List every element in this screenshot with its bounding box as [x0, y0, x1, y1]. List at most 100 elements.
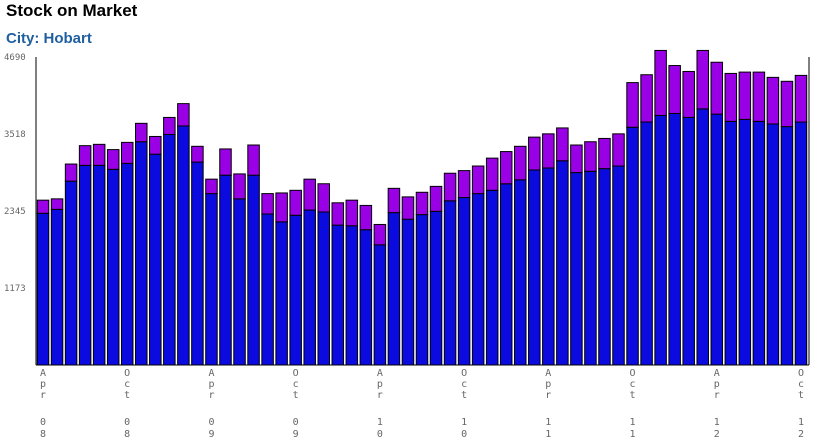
bar-segment-top: [598, 137, 611, 170]
bar-segment-base: [177, 125, 190, 366]
bar-segment-top: [247, 144, 260, 176]
x-tick-year-char: 1: [798, 417, 804, 428]
y-axis-ticks: 1173 2345 3518 4690: [4, 53, 26, 294]
bar-segment-base: [485, 189, 499, 366]
bar-segment-base: [556, 160, 569, 366]
bar-segment-top: [654, 49, 667, 116]
bar-segment-base: [682, 116, 695, 366]
bar-segment-top: [738, 71, 752, 120]
y-tick-label: 1173: [4, 284, 26, 294]
bar-segment-base: [219, 174, 232, 366]
bar-segment-base: [514, 179, 527, 366]
x-tick-month-char: A: [377, 368, 383, 379]
x-tick-month-char: A: [714, 368, 720, 379]
bar-segment-top: [373, 223, 387, 246]
x-tick-month-char: O: [798, 368, 804, 379]
bar-segment-base: [626, 126, 639, 366]
x-tick-year-char: 0: [293, 417, 299, 428]
x-tick-label: Apr 11: [545, 368, 551, 440]
x-tick-month-char: O: [293, 368, 299, 379]
bar-segment-base: [78, 164, 92, 366]
bar-segment-top: [415, 191, 429, 216]
x-tick-year-char: 9: [208, 429, 214, 440]
x-tick-label: Apr 10: [377, 368, 383, 440]
y-tick-label: 2345: [4, 207, 26, 217]
bar-segment-top: [219, 148, 232, 176]
bar-segment-top: [359, 204, 373, 231]
bar-segment-top: [191, 145, 204, 163]
x-tick-year-char: 2: [714, 429, 720, 440]
x-tick-month-char: t: [629, 390, 635, 401]
bar-segment-top: [766, 76, 780, 125]
bar-segment-top: [696, 49, 709, 110]
bar-segment-top: [135, 122, 148, 143]
bar-segment-top: [528, 136, 541, 171]
x-tick-month-char: c: [629, 379, 635, 390]
bar-segment-top: [752, 71, 766, 122]
bar-segment-top: [331, 202, 345, 226]
bar-segment-top: [106, 149, 120, 170]
x-tick-month-char: A: [208, 368, 214, 379]
x-tick-year-char: 2: [798, 429, 804, 440]
x-tick-year-char: 1: [545, 417, 551, 428]
bar-segment-base: [261, 213, 274, 366]
x-tick-label: Oct 10: [461, 368, 467, 440]
bar-segment-base: [542, 167, 555, 366]
bar-segment-base: [401, 218, 415, 366]
bar-segment-top: [612, 133, 625, 167]
x-tick-year-char: 8: [40, 429, 46, 440]
bar-segment-base: [738, 118, 752, 366]
bar-segment-top: [64, 163, 78, 182]
x-tick-month-char: r: [40, 390, 46, 401]
x-tick-label: Apr 09: [208, 368, 214, 440]
x-tick-year-char: 0: [40, 417, 46, 428]
bar-segment-top: [584, 141, 597, 172]
bar-segment-base: [64, 180, 78, 366]
x-tick-year-char: 9: [293, 429, 299, 440]
x-tick-year-char: 0: [208, 417, 214, 428]
x-tick-label: Apr 12: [714, 368, 720, 440]
bar-segment-top: [626, 82, 639, 128]
x-tick-label: Apr 08: [40, 368, 46, 440]
bar-segment-top: [345, 199, 359, 227]
bar-segment-base: [205, 193, 218, 366]
x-tick-month-char: t: [124, 390, 130, 401]
bar-segment-top: [149, 135, 162, 155]
bar-segment-base: [612, 165, 625, 366]
bar-segment-top: [177, 103, 190, 127]
x-tick-month-char: t: [461, 390, 467, 401]
bar-segment-base: [359, 229, 373, 366]
x-tick-year-char: 1: [629, 417, 635, 428]
x-tick-label: Oct 12: [798, 368, 804, 440]
x-tick-month-char: r: [377, 390, 383, 401]
x-tick-month-char: r: [545, 390, 551, 401]
x-tick-year-char: 1: [629, 429, 635, 440]
bar-segment-top: [724, 72, 738, 122]
bar-segment-top: [163, 116, 176, 135]
bar-segment-top: [275, 192, 288, 223]
bar-segment-top: [457, 170, 471, 199]
bar-segment-top: [36, 199, 50, 214]
x-tick-year-char: 0: [124, 417, 130, 428]
bar-segment-base: [696, 108, 709, 366]
bar-segment-base: [443, 200, 457, 366]
bar-segment-top: [50, 198, 64, 210]
bar-segment-base: [373, 244, 387, 366]
x-tick-month-char: A: [40, 368, 46, 379]
x-tick-month-char: O: [461, 368, 467, 379]
bar-segment-base: [598, 168, 611, 366]
bar-segment-base: [794, 121, 808, 366]
x-tick-year-char: 0: [377, 429, 383, 440]
bar-segment-top: [471, 165, 485, 195]
bar-segment-top: [205, 178, 218, 195]
x-tick-month-char: t: [293, 390, 299, 401]
bar-segment-base: [233, 198, 246, 366]
bar-segment-base: [50, 208, 64, 366]
bar-segment-top: [514, 145, 527, 181]
x-tick-month-char: A: [545, 368, 551, 379]
x-tick-year-char: 1: [714, 417, 720, 428]
x-tick-year-char: 1: [377, 417, 383, 428]
x-tick-month-char: c: [798, 379, 804, 390]
bar-segment-top: [794, 74, 808, 123]
bar-segment-base: [275, 221, 288, 366]
